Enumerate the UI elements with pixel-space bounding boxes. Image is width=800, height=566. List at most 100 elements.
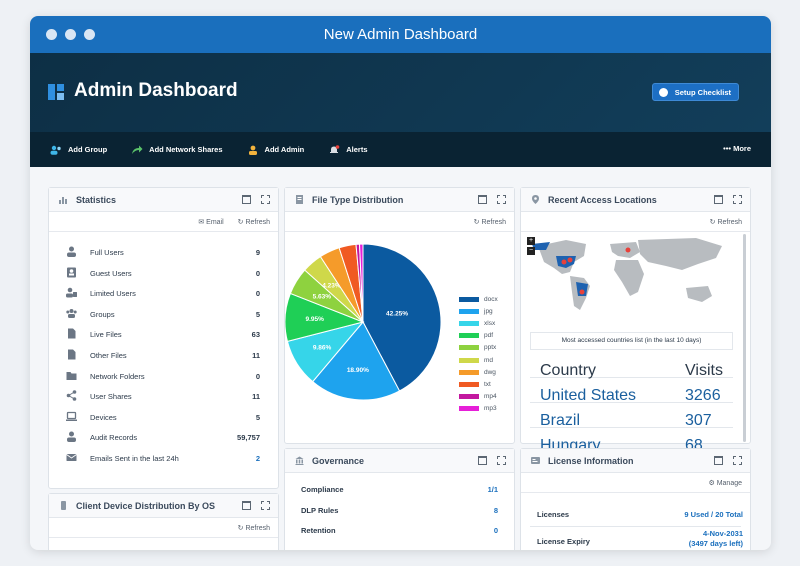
title-bar: New Admin Dashboard xyxy=(30,16,771,53)
governance-row-value[interactable]: 0 xyxy=(493,526,498,535)
guest-icon xyxy=(67,267,76,278)
alerts-button[interactable]: Alerts xyxy=(328,144,368,155)
legend-swatch xyxy=(459,394,479,400)
table-row[interactable]: Brazil 307 xyxy=(530,403,733,429)
statistics-row: Emails Sent in the last 24h 2 xyxy=(49,448,278,468)
statistics-row-value: 0 xyxy=(255,268,260,278)
map-zoom-out-button[interactable]: − xyxy=(527,247,535,255)
legend-label: txt xyxy=(484,380,491,388)
add-network-shares-button[interactable]: Add Network Shares xyxy=(131,145,223,155)
os-distribution-title: Client Device Distribution By OS xyxy=(76,500,216,511)
statistics-row: User Shares 11 xyxy=(49,386,278,406)
laptop-icon xyxy=(66,411,77,421)
license-card-icon xyxy=(531,457,540,464)
pie-slice-mp3[interactable] xyxy=(358,243,364,323)
legend-swatch xyxy=(459,320,479,326)
add-admin-button[interactable]: Add Admin xyxy=(247,145,304,155)
refresh-button[interactable]: ↻ Refresh xyxy=(473,218,506,226)
legend-label: pptx xyxy=(484,344,497,352)
table-row[interactable]: United States 3266 xyxy=(530,378,733,404)
statistics-row-label: Emails Sent in the last 24h xyxy=(90,454,179,463)
window-title: New Admin Dashboard xyxy=(323,26,478,43)
licenses-label: Licenses xyxy=(537,510,570,519)
governance-header: Governance xyxy=(285,449,514,473)
legend-item-jpg[interactable]: jpg xyxy=(459,306,493,316)
license-actions: ⚙ Manage xyxy=(521,473,750,493)
bar-chart-icon xyxy=(59,197,67,204)
country-cell: United States xyxy=(540,387,637,404)
expand-icon[interactable] xyxy=(261,501,270,510)
locations-header: Recent Access Locations xyxy=(521,188,750,212)
legend-item-md[interactable]: md xyxy=(459,355,493,365)
pie-slice-jpg[interactable] xyxy=(312,321,401,401)
bank-icon xyxy=(295,456,304,465)
legend-item-dwg[interactable]: dwg xyxy=(459,367,496,377)
delete-icon[interactable] xyxy=(714,456,723,465)
delete-icon[interactable] xyxy=(242,195,251,204)
mail-icon xyxy=(66,454,77,461)
expand-icon[interactable] xyxy=(497,456,506,465)
setup-checklist-button[interactable]: Setup Checklist xyxy=(651,83,739,101)
legend-swatch xyxy=(459,357,479,363)
user-icon xyxy=(67,431,76,443)
map-zoom-in-button[interactable]: + xyxy=(527,237,535,245)
license-divider xyxy=(530,526,741,527)
pie-slice-docx[interactable] xyxy=(362,243,442,392)
email-button[interactable]: ✉ Email xyxy=(198,218,224,226)
refresh-button[interactable]: ↻ Refresh xyxy=(237,218,270,226)
legend-swatch xyxy=(459,406,479,412)
manage-label: Manage xyxy=(716,479,742,487)
refresh-label: Refresh xyxy=(245,524,270,532)
legend-item-mp3[interactable]: mp3 xyxy=(459,404,497,414)
delete-icon[interactable] xyxy=(478,456,487,465)
legend-swatch xyxy=(459,369,479,375)
minimize-window-button[interactable] xyxy=(65,29,76,40)
locations-caption: Most accessed countries list (in the las… xyxy=(530,332,733,350)
legend-label: xlsx xyxy=(484,319,496,327)
legend-item-pptx[interactable]: pptx xyxy=(459,343,496,353)
governance-row-label: Retention xyxy=(301,526,336,535)
legend-item-mp4[interactable]: mp4 xyxy=(459,392,497,402)
license-panel: License Information ⚙ Manage Licenses 9 … xyxy=(520,448,751,550)
legend-item-xlsx[interactable]: xlsx xyxy=(459,318,495,328)
expand-icon[interactable] xyxy=(733,195,742,204)
locations-scrollbar[interactable] xyxy=(743,234,746,442)
statistics-row-value: 63 xyxy=(251,330,260,340)
legend-item-docx[interactable]: docx xyxy=(459,294,498,304)
governance-row-value[interactable]: 1/1 xyxy=(487,485,498,494)
legend-item-pdf[interactable]: pdf xyxy=(459,331,493,341)
add-group-button[interactable]: Add Group xyxy=(50,145,107,155)
expand-icon[interactable] xyxy=(733,456,742,465)
user-icon xyxy=(67,246,76,257)
governance-panel: Governance Compliance 1/1 DLP Rules 8 Retent… xyxy=(284,448,515,550)
world-map[interactable] xyxy=(526,234,738,326)
manage-button[interactable]: ⚙ Manage xyxy=(708,479,742,487)
statistics-row-value: 59,757 xyxy=(237,433,260,443)
pie-data-label: 5.63% xyxy=(313,294,332,301)
refresh-button[interactable]: ↻ Refresh xyxy=(237,524,270,532)
delete-icon[interactable] xyxy=(714,195,723,204)
statistics-row-label: Guest Users xyxy=(90,268,132,278)
refresh-button[interactable]: ↻ Refresh xyxy=(709,218,742,226)
pie-data-label: 9.86% xyxy=(313,345,332,352)
more-menu-button[interactable]: ••• More xyxy=(723,144,751,153)
governance-row-label: DLP Rules xyxy=(301,505,339,515)
location-pin-icon xyxy=(532,195,539,204)
window-controls xyxy=(46,29,95,40)
statistics-row-label: Limited Users xyxy=(90,289,136,299)
legend-label: mp4 xyxy=(484,393,497,401)
maximize-window-button[interactable] xyxy=(84,29,95,40)
mobile-device-icon xyxy=(61,501,66,510)
statistics-row-value: 11 xyxy=(252,392,260,402)
delete-icon[interactable] xyxy=(478,195,487,204)
os-distribution-header: Client Device Distribution By OS xyxy=(49,494,278,518)
legend-item-txt[interactable]: txt xyxy=(459,379,491,389)
statistics-row-label: Groups xyxy=(90,309,115,319)
dashboard-logo-icon xyxy=(48,84,64,100)
delete-icon[interactable] xyxy=(242,501,251,510)
close-window-button[interactable] xyxy=(46,29,57,40)
governance-row-value[interactable]: 8 xyxy=(493,505,498,515)
statistics-row: Audit Records 59,757 xyxy=(49,427,278,447)
expand-icon[interactable] xyxy=(261,195,270,204)
expand-icon[interactable] xyxy=(497,195,506,204)
